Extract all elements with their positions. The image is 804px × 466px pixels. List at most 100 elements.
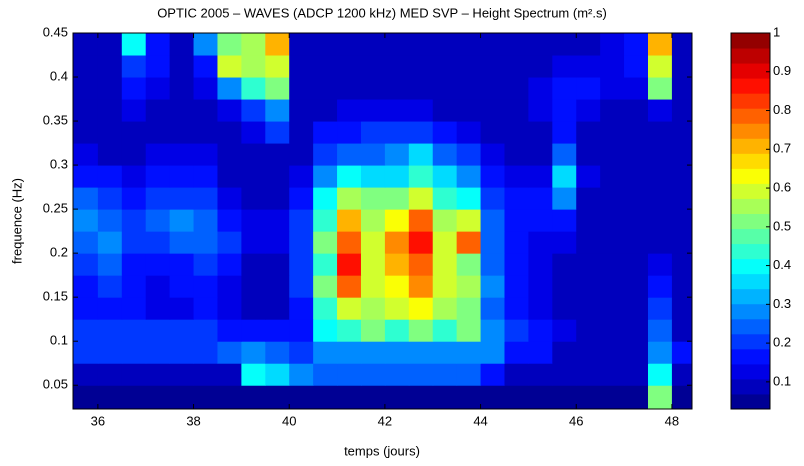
y-axis-label: frequence (Hz)	[9, 178, 24, 264]
cell	[217, 121, 242, 144]
cell	[480, 55, 505, 78]
cell	[384, 99, 410, 122]
cell	[265, 55, 290, 78]
colorbar-band	[731, 63, 770, 79]
cell	[456, 231, 482, 254]
cell	[313, 187, 338, 210]
cell	[552, 187, 577, 210]
cell	[217, 385, 242, 410]
cell	[337, 363, 362, 386]
cell	[504, 231, 529, 254]
cell	[647, 253, 673, 276]
cell	[241, 297, 266, 320]
cell	[73, 165, 99, 188]
cell	[217, 77, 242, 100]
cell	[432, 99, 458, 122]
cell	[73, 187, 99, 210]
colorbar-band	[731, 213, 770, 230]
cell	[265, 99, 290, 122]
cell	[337, 297, 362, 320]
colorbar-tick-label: 0.2	[773, 335, 791, 350]
cell	[504, 187, 529, 210]
cell	[480, 33, 505, 56]
colorbar-band	[731, 318, 770, 335]
cell	[337, 385, 362, 410]
cell	[289, 209, 314, 232]
cell	[384, 55, 410, 78]
cell	[528, 385, 553, 410]
colorbar-band	[731, 108, 770, 124]
cell	[265, 297, 290, 320]
cell	[456, 121, 482, 144]
cell	[73, 77, 99, 100]
cell	[600, 275, 625, 298]
cell	[528, 341, 553, 364]
cell	[408, 33, 434, 56]
cell	[624, 165, 649, 188]
cell	[671, 341, 693, 364]
cell	[456, 297, 482, 320]
cell	[337, 209, 362, 232]
cell	[480, 121, 505, 144]
cell	[624, 55, 649, 78]
cell	[265, 363, 290, 386]
heatmap	[73, 33, 693, 410]
cell	[408, 385, 434, 410]
x-tick-label: 38	[186, 413, 200, 428]
cell	[289, 121, 314, 144]
cell	[647, 297, 673, 320]
cell	[528, 363, 553, 386]
cell	[169, 275, 195, 298]
cell	[408, 363, 434, 386]
cell	[480, 363, 505, 386]
cell	[600, 143, 625, 166]
cell	[265, 231, 290, 254]
cell	[241, 121, 266, 144]
cell	[671, 77, 693, 100]
cell	[145, 385, 171, 410]
cell	[456, 253, 482, 276]
colorbar-band	[731, 33, 770, 49]
cell	[265, 341, 290, 364]
cell	[73, 121, 99, 144]
cell	[600, 121, 625, 144]
cell	[121, 187, 147, 210]
cell	[432, 165, 458, 188]
cell	[121, 77, 147, 100]
cell	[313, 77, 338, 100]
cell	[504, 363, 529, 386]
cell	[576, 275, 601, 298]
cell	[408, 209, 434, 232]
cell	[432, 341, 458, 364]
cell	[576, 143, 601, 166]
cell	[337, 99, 362, 122]
cell	[624, 275, 649, 298]
x-axis-label: temps (jours)	[344, 443, 420, 458]
colorbar-band	[731, 333, 770, 350]
cell	[647, 275, 673, 298]
cell	[360, 121, 386, 144]
cell	[193, 55, 218, 78]
cell	[456, 77, 482, 100]
cell	[360, 143, 386, 166]
cell	[217, 253, 242, 276]
y-tick-label: 0.35	[43, 112, 68, 127]
x-tick-label: 42	[378, 413, 392, 428]
colorbar-tick-label: 0.4	[773, 257, 791, 272]
cell	[73, 143, 99, 166]
cell	[384, 209, 410, 232]
colorbar-band	[731, 288, 770, 305]
cell	[169, 77, 195, 100]
cell	[600, 341, 625, 364]
cell	[121, 275, 147, 298]
cell	[360, 209, 386, 232]
cell	[337, 143, 362, 166]
x-tick-label: 46	[569, 413, 583, 428]
cell	[217, 55, 242, 78]
cell	[456, 143, 482, 166]
cell	[337, 319, 362, 342]
cell	[73, 275, 99, 298]
cell	[121, 33, 147, 56]
colorbar-frame	[730, 32, 771, 410]
